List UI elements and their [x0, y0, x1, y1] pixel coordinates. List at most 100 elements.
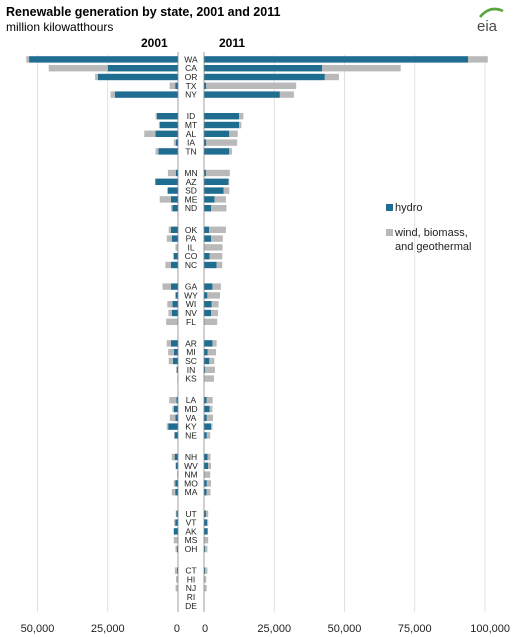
state-label-tn: TN	[185, 146, 196, 156]
state-label-ne: NE	[185, 430, 197, 440]
bar-2001-hydro-or	[97, 73, 178, 81]
bar-2011-other-ar	[212, 340, 217, 347]
bar-2001-other-wi	[167, 301, 173, 308]
bar-2001-other-ca	[48, 65, 108, 72]
state-label-nj: NJ	[186, 583, 196, 593]
bar-2001-other-vt	[174, 519, 176, 526]
bar-2001-other-oh	[175, 545, 177, 553]
state-label-nm: NM	[184, 470, 197, 480]
state-label-ga: GA	[185, 282, 198, 292]
bar-2001-hydro-sc	[172, 357, 178, 365]
state-label-nh: NH	[185, 452, 197, 462]
bar-2001-other-ne	[174, 432, 175, 439]
state-label-az: AZ	[186, 177, 197, 187]
bar-2001-other-wa	[26, 56, 30, 63]
bar-2011-other-ca	[322, 65, 401, 72]
state-label-wa: WA	[184, 54, 198, 64]
bar-2011-other-nc	[216, 261, 223, 269]
bar-2011-other-la	[206, 397, 213, 404]
bar-2011-hydro-ut	[204, 510, 206, 517]
bar-2011-other-al	[229, 130, 238, 137]
bar-2011-other-az	[228, 178, 230, 185]
bar-2011-other-nm	[204, 471, 211, 478]
chart-subtitle: million kilowatthours	[6, 20, 113, 34]
bar-2011-hydro-tx	[204, 82, 207, 89]
bar-2001-other-mo	[173, 480, 176, 487]
bars	[26, 56, 488, 609]
bar-2001-hydro-va	[175, 414, 178, 421]
bar-2011-other-ny	[279, 91, 294, 98]
bar-2001-hydro-mn	[175, 169, 178, 177]
bar-2001-other-in	[176, 366, 177, 373]
bar-2011-other-in	[205, 366, 215, 373]
bar-2001-hydro-nv	[171, 309, 178, 317]
state-label-in: IN	[187, 365, 196, 375]
bar-2011-hydro-ct	[204, 567, 206, 574]
gridlines	[37, 55, 486, 612]
bar-2001-other-ma	[171, 489, 176, 496]
bar-2011-other-mn	[205, 169, 230, 177]
bar-2001-hydro-id	[156, 113, 178, 120]
state-label-ia: IA	[187, 138, 195, 148]
bar-2001-hydro-ga	[170, 283, 178, 290]
bar-2001-other-nj	[175, 585, 178, 592]
bar-2011-other-hi	[204, 576, 207, 583]
state-label-sc: SC	[185, 356, 197, 366]
bar-2001-hydro-az	[155, 178, 178, 185]
bar-2001-other-pa	[166, 235, 172, 242]
state-label-la: LA	[186, 395, 197, 405]
x-tick-right: 100,000	[470, 623, 510, 635]
bar-2001-other-va	[169, 414, 176, 421]
x-tick-right: 0	[202, 623, 208, 635]
bar-2001-hydro-ny	[114, 91, 178, 98]
bar-2011-other-tn	[229, 148, 233, 155]
bar-2011-hydro-ky	[204, 423, 212, 430]
state-label-ut: UT	[185, 509, 196, 519]
bar-2001-other-la	[169, 397, 177, 404]
bar-2011-other-sd	[223, 187, 230, 194]
bar-2001-hydro-wa	[29, 56, 178, 63]
state-label-oh: OH	[185, 544, 198, 554]
state-label-ar: AR	[185, 338, 197, 348]
state-label-mn: MN	[184, 168, 197, 178]
bar-2011-other-nd	[211, 205, 227, 212]
bar-2011-hydro-sc	[204, 357, 210, 365]
eia-logo: eia	[477, 7, 504, 35]
state-label-ms: MS	[185, 535, 198, 545]
bar-2011-other-sc	[209, 357, 215, 365]
state-label-wy: WY	[184, 290, 198, 300]
bar-2011-hydro-va	[204, 414, 207, 421]
bar-2011-other-ky	[211, 423, 213, 430]
bar-2001-other-sc	[168, 357, 173, 365]
bar-2011-hydro-co	[204, 253, 210, 260]
bar-2011-other-ma	[206, 489, 211, 496]
bar-2011-hydro-ga	[204, 283, 213, 290]
legend-swatch-other	[386, 229, 393, 236]
bar-2001-hydro-al	[155, 130, 178, 137]
bar-2001-hydro-ak	[173, 528, 178, 535]
bar-2011-hydro-ma	[204, 489, 207, 496]
bar-2011-other-ga	[212, 283, 221, 290]
bar-2011-hydro-la	[204, 397, 207, 404]
bar-2001-hydro-wy	[175, 292, 178, 299]
bar-2001-hydro-pa	[171, 235, 178, 242]
bar-2001-other-or	[95, 73, 98, 81]
bar-2011-hydro-ar	[204, 340, 213, 347]
state-label-or: OR	[185, 72, 198, 82]
legend-label-other-line: and geothermal	[395, 241, 471, 253]
bar-2011-hydro-or	[204, 73, 325, 81]
state-label-de: DE	[185, 601, 197, 611]
bar-2001-hydro-in	[176, 366, 178, 373]
bar-2011-other-nh	[207, 453, 211, 461]
x-tick-right: 50,000	[328, 623, 362, 635]
bar-2001-hydro-mi	[173, 349, 178, 356]
bar-2001-other-ut	[175, 510, 177, 517]
bar-2001-other-ny	[110, 91, 115, 98]
bar-2001-hydro-ne	[174, 432, 178, 439]
bar-2001-other-al	[144, 130, 156, 137]
bar-2011-other-mo	[206, 480, 212, 487]
bar-2011-hydro-nv	[204, 309, 212, 317]
bar-2011-hydro-ca	[204, 65, 323, 72]
bar-2001-hydro-ar	[170, 340, 178, 347]
bar-2001-other-fl	[166, 318, 178, 325]
